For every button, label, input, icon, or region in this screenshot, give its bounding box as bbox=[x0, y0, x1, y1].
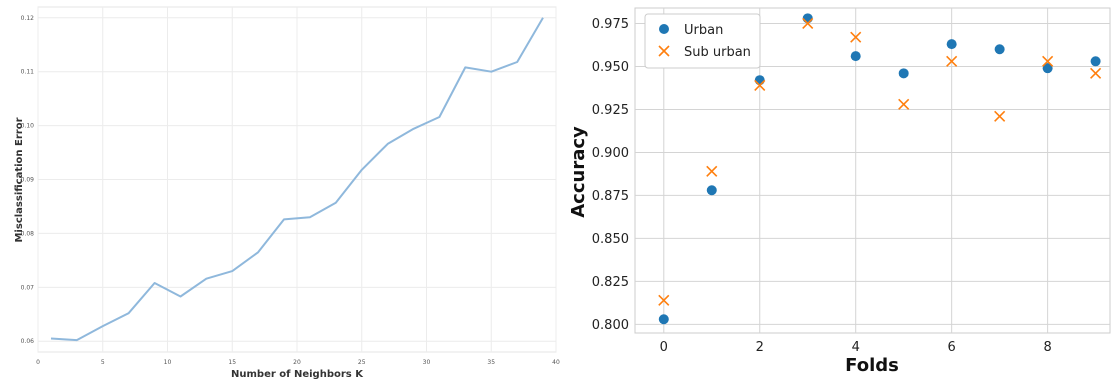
suburban-point bbox=[946, 55, 958, 67]
urban-point bbox=[754, 75, 765, 86]
legend-suburban-label: Sub urban bbox=[684, 45, 751, 60]
suburban-point bbox=[850, 31, 862, 43]
urban-point bbox=[802, 13, 813, 24]
error-line bbox=[50, 17, 544, 342]
legend: Urban Sub urban bbox=[644, 13, 761, 69]
left-y-axis-label: Misclassification Error bbox=[14, 117, 25, 242]
suburban-point bbox=[1090, 67, 1102, 79]
suburban-point bbox=[754, 79, 766, 91]
legend-urban-marker bbox=[659, 24, 669, 34]
suburban-point bbox=[658, 294, 670, 306]
left-grid bbox=[37, 7, 557, 352]
left-series bbox=[50, 17, 544, 342]
right-y-tick-label: 0.800 bbox=[592, 318, 629, 333]
left-y-ticks: 0.06 0.07 0.08 0.09 0.10 0.11 0.12 bbox=[21, 15, 35, 345]
right-y-tick-label: 0.850 bbox=[592, 232, 629, 247]
misclassification-chart: 0 5 10 15 20 25 30 35 40 0.06 0.07 0.08 0.09 0.10 0.1… bbox=[14, 6, 560, 380]
suburban-point bbox=[802, 17, 814, 30]
suburban-point bbox=[706, 165, 718, 177]
left-y-tick-label: 0.09 bbox=[21, 177, 35, 184]
left-x-tick-label: 25 bbox=[358, 359, 366, 366]
urban-point bbox=[1042, 63, 1053, 74]
left-x-tick-label: 35 bbox=[487, 359, 495, 366]
left-x-tick-label: 30 bbox=[423, 359, 431, 366]
right-x-tick-label: 0 bbox=[660, 340, 668, 355]
right-y-tick-label: 0.825 bbox=[592, 275, 629, 290]
legend-suburban-marker bbox=[658, 45, 670, 57]
right-x-tick-label: 4 bbox=[852, 340, 860, 355]
right-y-tick-label: 0.875 bbox=[592, 189, 629, 204]
right-y-tick-label: 0.950 bbox=[592, 60, 629, 75]
right-x-tick-label: 8 bbox=[1043, 340, 1051, 355]
left-y-tick-label: 0.10 bbox=[21, 123, 35, 130]
suburban-point bbox=[898, 98, 910, 110]
urban-point bbox=[1090, 56, 1101, 67]
legend-box bbox=[644, 13, 761, 69]
left-x-tick-label: 40 bbox=[552, 359, 560, 366]
right-y-tick-label: 0.925 bbox=[592, 103, 629, 118]
urban-point bbox=[898, 68, 909, 79]
left-y-tick-label: 0.11 bbox=[21, 69, 35, 76]
right-y-ticks: 0.800 0.825 0.850 0.875 0.900 0.925 0.950 0.975 bbox=[592, 17, 629, 333]
urban-point bbox=[706, 185, 717, 196]
urban-point bbox=[658, 314, 669, 325]
left-y-tick-label: 0.06 bbox=[21, 338, 35, 345]
left-x-tick-label: 15 bbox=[228, 359, 236, 366]
left-x-tick-label: 10 bbox=[164, 359, 172, 366]
urban-point bbox=[946, 39, 957, 50]
suburban-point bbox=[1042, 55, 1054, 67]
right-x-tick-label: 6 bbox=[948, 340, 956, 355]
right-y-tick-label: 0.975 bbox=[592, 17, 629, 32]
suburban-point bbox=[994, 110, 1006, 122]
left-y-tick-label: 0.12 bbox=[21, 15, 35, 22]
left-y-tick-label: 0.08 bbox=[21, 230, 35, 237]
right-x-tick-label: 2 bbox=[756, 340, 764, 355]
left-x-ticks: 0 5 10 15 20 25 30 35 40 bbox=[36, 359, 560, 366]
right-y-axis-label: Accuracy bbox=[568, 126, 589, 218]
right-series bbox=[658, 13, 1102, 325]
urban-point bbox=[850, 51, 861, 62]
urban-point bbox=[994, 44, 1005, 55]
accuracy-chart: 0 2 4 6 8 0.800 0.825 0.850 0.875 0.900 0.925 0.95… bbox=[568, 7, 1111, 376]
left-x-tick-label: 0 bbox=[36, 359, 40, 366]
left-x-tick-label: 20 bbox=[293, 359, 301, 366]
left-x-tick-label: 5 bbox=[101, 359, 105, 366]
legend-urban-label: Urban bbox=[684, 23, 723, 38]
right-x-axis-label: Folds bbox=[845, 355, 899, 376]
left-y-tick-label: 0.07 bbox=[21, 284, 35, 291]
right-y-tick-label: 0.900 bbox=[592, 146, 629, 161]
right-x-ticks: 0 2 4 6 8 bbox=[660, 340, 1052, 355]
left-x-axis-label: Number of Neighbors K bbox=[231, 369, 364, 380]
